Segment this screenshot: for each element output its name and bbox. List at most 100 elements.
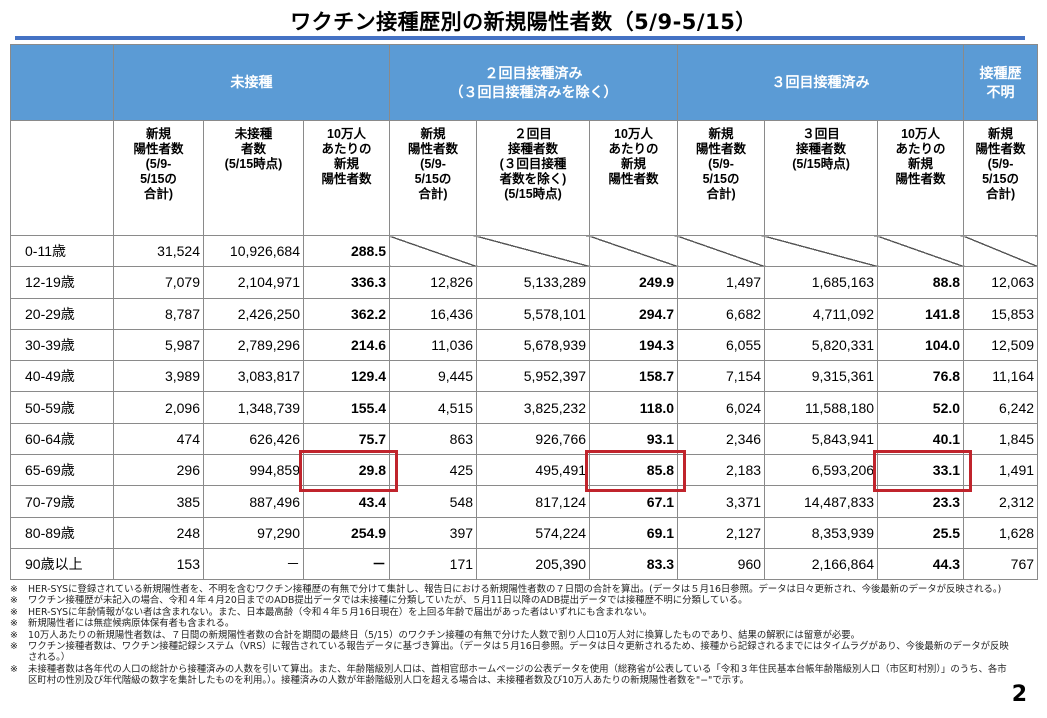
cell-unk: 767 xyxy=(963,547,1039,581)
group-header-unknown: 接種歴 不明 xyxy=(963,44,1039,121)
cell-s-pop: 495,491 xyxy=(476,454,591,487)
cell-t-rate: 52.0 xyxy=(877,391,965,424)
subheader-second-per100k: 10万人 あたりの 新規 陽性者数 xyxy=(589,120,679,236)
cell-s-new: 863 xyxy=(389,422,478,456)
cell-s-pop: 5,578,101 xyxy=(476,297,591,330)
group-header-unknown-line1: 接種歴 xyxy=(979,64,1022,81)
cell-u-rate: 362.2 xyxy=(302,297,391,330)
cell-t-new: 2,127 xyxy=(677,516,766,549)
cell-s-pop: 3,825,232 xyxy=(476,391,591,424)
table-row: 65-69歳 296 994,859 29.8 425 495,491 85.8 2,183 6… xyxy=(10,450,1039,493)
age-group-cell: 30-39歳 xyxy=(10,328,114,362)
cell-t-new: 6,682 xyxy=(677,297,766,330)
subheader-unvax-count: 未接種 者数 (5/15時点) xyxy=(203,120,304,236)
group-header-second-line2: （３回目接種済みを除く） xyxy=(449,83,618,100)
footnote-mark: ※ xyxy=(10,618,18,630)
footnote-text: ワクチン接種歴が未記入の場合、令和４年４月20日までのADB提出データでは未接種… xyxy=(28,595,748,607)
footnote-mark: ※ xyxy=(10,595,18,607)
age-group-cell: 40-49歳 xyxy=(10,360,114,393)
cell-t-new: 1,497 xyxy=(677,266,766,299)
footnote: ※ ワクチン接種歴が未記入の場合、令和４年４月20日までのADB提出データでは未接… xyxy=(10,595,1010,606)
subheader-second-new-cases: 新規 陽性者数 (5/9- 5/15の 合計) xyxy=(389,120,478,236)
cell-u-pop: 626,426 xyxy=(203,422,304,456)
cell-s-pop: 574,224 xyxy=(476,516,591,549)
cell-t-rate: 76.8 xyxy=(877,360,965,393)
highlighted-value: 29.8 xyxy=(358,462,387,479)
cell-t-rate: 141.8 xyxy=(877,297,965,330)
cell-u-new: 385 xyxy=(113,485,204,518)
cell-t-new: 2,183 xyxy=(677,454,766,487)
cell-s-pop: 5,133,289 xyxy=(476,266,591,299)
subheader-third-new-cases: 新規 陽性者数 (5/9- 5/15の 合計) xyxy=(677,120,766,236)
cell-u-rate: 288.5 xyxy=(302,234,391,268)
page-title: ワクチン接種歴別の新規陽性者数（5/9-5/15） xyxy=(290,10,757,34)
cell-s-new: 171 xyxy=(389,547,478,581)
footnote: ※ HER-SYSに年齢情報がない者は含まれない。また、日本最高齢（令和４年５月1… xyxy=(10,607,1010,618)
cell-u-new: 5,987 xyxy=(113,328,204,362)
cell-s-new: 16,436 xyxy=(389,297,478,330)
cell-u-pop: 1,348,739 xyxy=(203,391,304,424)
highlighted-value: 85.8 xyxy=(646,462,675,479)
footnote-mark: ※ xyxy=(10,663,18,675)
cell-u-rate: 43.4 xyxy=(302,485,391,518)
group-header-unknown-line2: 不明 xyxy=(986,83,1015,100)
cell-t-new: 7,154 xyxy=(677,360,766,393)
cell-s-rate: 69.1 xyxy=(589,516,679,549)
cell-t-pop: 2,166,864 xyxy=(764,547,879,581)
cell-u-new: 296 xyxy=(113,454,204,487)
footnote: ※ 10万人あたりの新規陽性者数は、７日間の新規陽性者数の合計を期間の最終日（5/… xyxy=(10,630,1010,641)
footnotes: ※ HER-SYSに登録されている新規陽性者を、不明を含むワクチン接種歴の有無で分… xyxy=(10,584,1010,687)
cell-unk: 2,312 xyxy=(963,485,1039,518)
cell-u-rate: 254.9 xyxy=(302,516,391,549)
cell-u-rate: － xyxy=(302,547,391,581)
cell-u-rate: 155.4 xyxy=(302,391,391,424)
cell-s-rate: 93.1 xyxy=(589,422,679,456)
cell-s-new: 425 xyxy=(389,454,478,487)
cell-t-rate xyxy=(877,234,965,268)
cell-s-rate: 249.9 xyxy=(589,266,679,299)
cell-t-rate: 23.3 xyxy=(877,485,965,518)
cell-u-pop: 3,083,817 xyxy=(203,360,304,393)
footnote-text: HER-SYSに年齢情報がない者は含まれない。また、日本最高齢（令和４年５月16… xyxy=(28,606,652,618)
cell-unk: 6,242 xyxy=(963,391,1039,424)
subheader-age xyxy=(10,120,114,236)
subheader-second-count: ２回目 接種者数 (３回目接種 者数を除く) (5/15時点) xyxy=(476,120,591,236)
cell-u-new: 31,524 xyxy=(113,234,204,268)
table-row: 40-49歳 3,989 3,083,817 129.4 9,445 5,952,397 1… xyxy=(10,360,1039,393)
cell-unk: 11,164 xyxy=(963,360,1039,393)
cell-t-rate: 25.5 xyxy=(877,516,965,549)
cell-t-new: 960 xyxy=(677,547,766,581)
cell-t-pop: 5,820,331 xyxy=(764,328,879,362)
cell-t-pop: 11,588,180 xyxy=(764,391,879,424)
cell-t-new: 6,024 xyxy=(677,391,766,424)
cell-u-new: 8,787 xyxy=(113,297,204,330)
footnote-text: 未接種者数は各年代の人口の総計から接種済みの人数を引いて算出。また、年齢階級別人… xyxy=(28,663,1007,687)
cell-s-pop: 5,678,939 xyxy=(476,328,591,362)
age-group-cell: 70-79歳 xyxy=(10,485,114,518)
cell-s-rate xyxy=(589,234,679,268)
subheader-unknown-new-cases: 新規 陽性者数 (5/9- 5/15の 合計) xyxy=(963,120,1039,236)
group-header-third-dose: ３回目接種済み xyxy=(677,44,965,121)
age-group-cell: 80-89歳 xyxy=(10,516,114,549)
cell-u-new: 2,096 xyxy=(113,391,204,424)
cell-t-rate: 40.1 xyxy=(877,422,965,456)
age-group-cell: 12-19歳 xyxy=(10,266,114,299)
cell-u-pop: 2,104,971 xyxy=(203,266,304,299)
table-row: 20-29歳 8,787 2,426,250 362.2 16,436 5,578,101… xyxy=(10,297,1039,330)
age-group-cell: 90歳以上 xyxy=(10,547,114,581)
footnote: ※ ワクチン接種者数は、ワクチン接種記録システム（VRS）に報告されている報告デー… xyxy=(10,641,1010,664)
cell-u-new: 474 xyxy=(113,422,204,456)
cell-u-rate: 129.4 xyxy=(302,360,391,393)
cell-unk: 12,509 xyxy=(963,328,1039,362)
cell-s-rate: 194.3 xyxy=(589,328,679,362)
cell-s-new: 397 xyxy=(389,516,478,549)
cell-u-pop: 97,290 xyxy=(203,516,304,549)
cell-t-pop: 5,843,941 xyxy=(764,422,879,456)
cell-u-pop: － xyxy=(203,547,304,581)
age-group-cell: 60-64歳 xyxy=(10,422,114,456)
cell-u-new: 153 xyxy=(113,547,204,581)
cell-unk: 1,628 xyxy=(963,516,1039,549)
table-row: 50-59歳 2,096 1,348,739 155.4 4,515 3,825,232 1… xyxy=(10,391,1039,424)
cell-t-rate: 44.3 xyxy=(877,547,965,581)
cell-s-new: 9,445 xyxy=(389,360,478,393)
